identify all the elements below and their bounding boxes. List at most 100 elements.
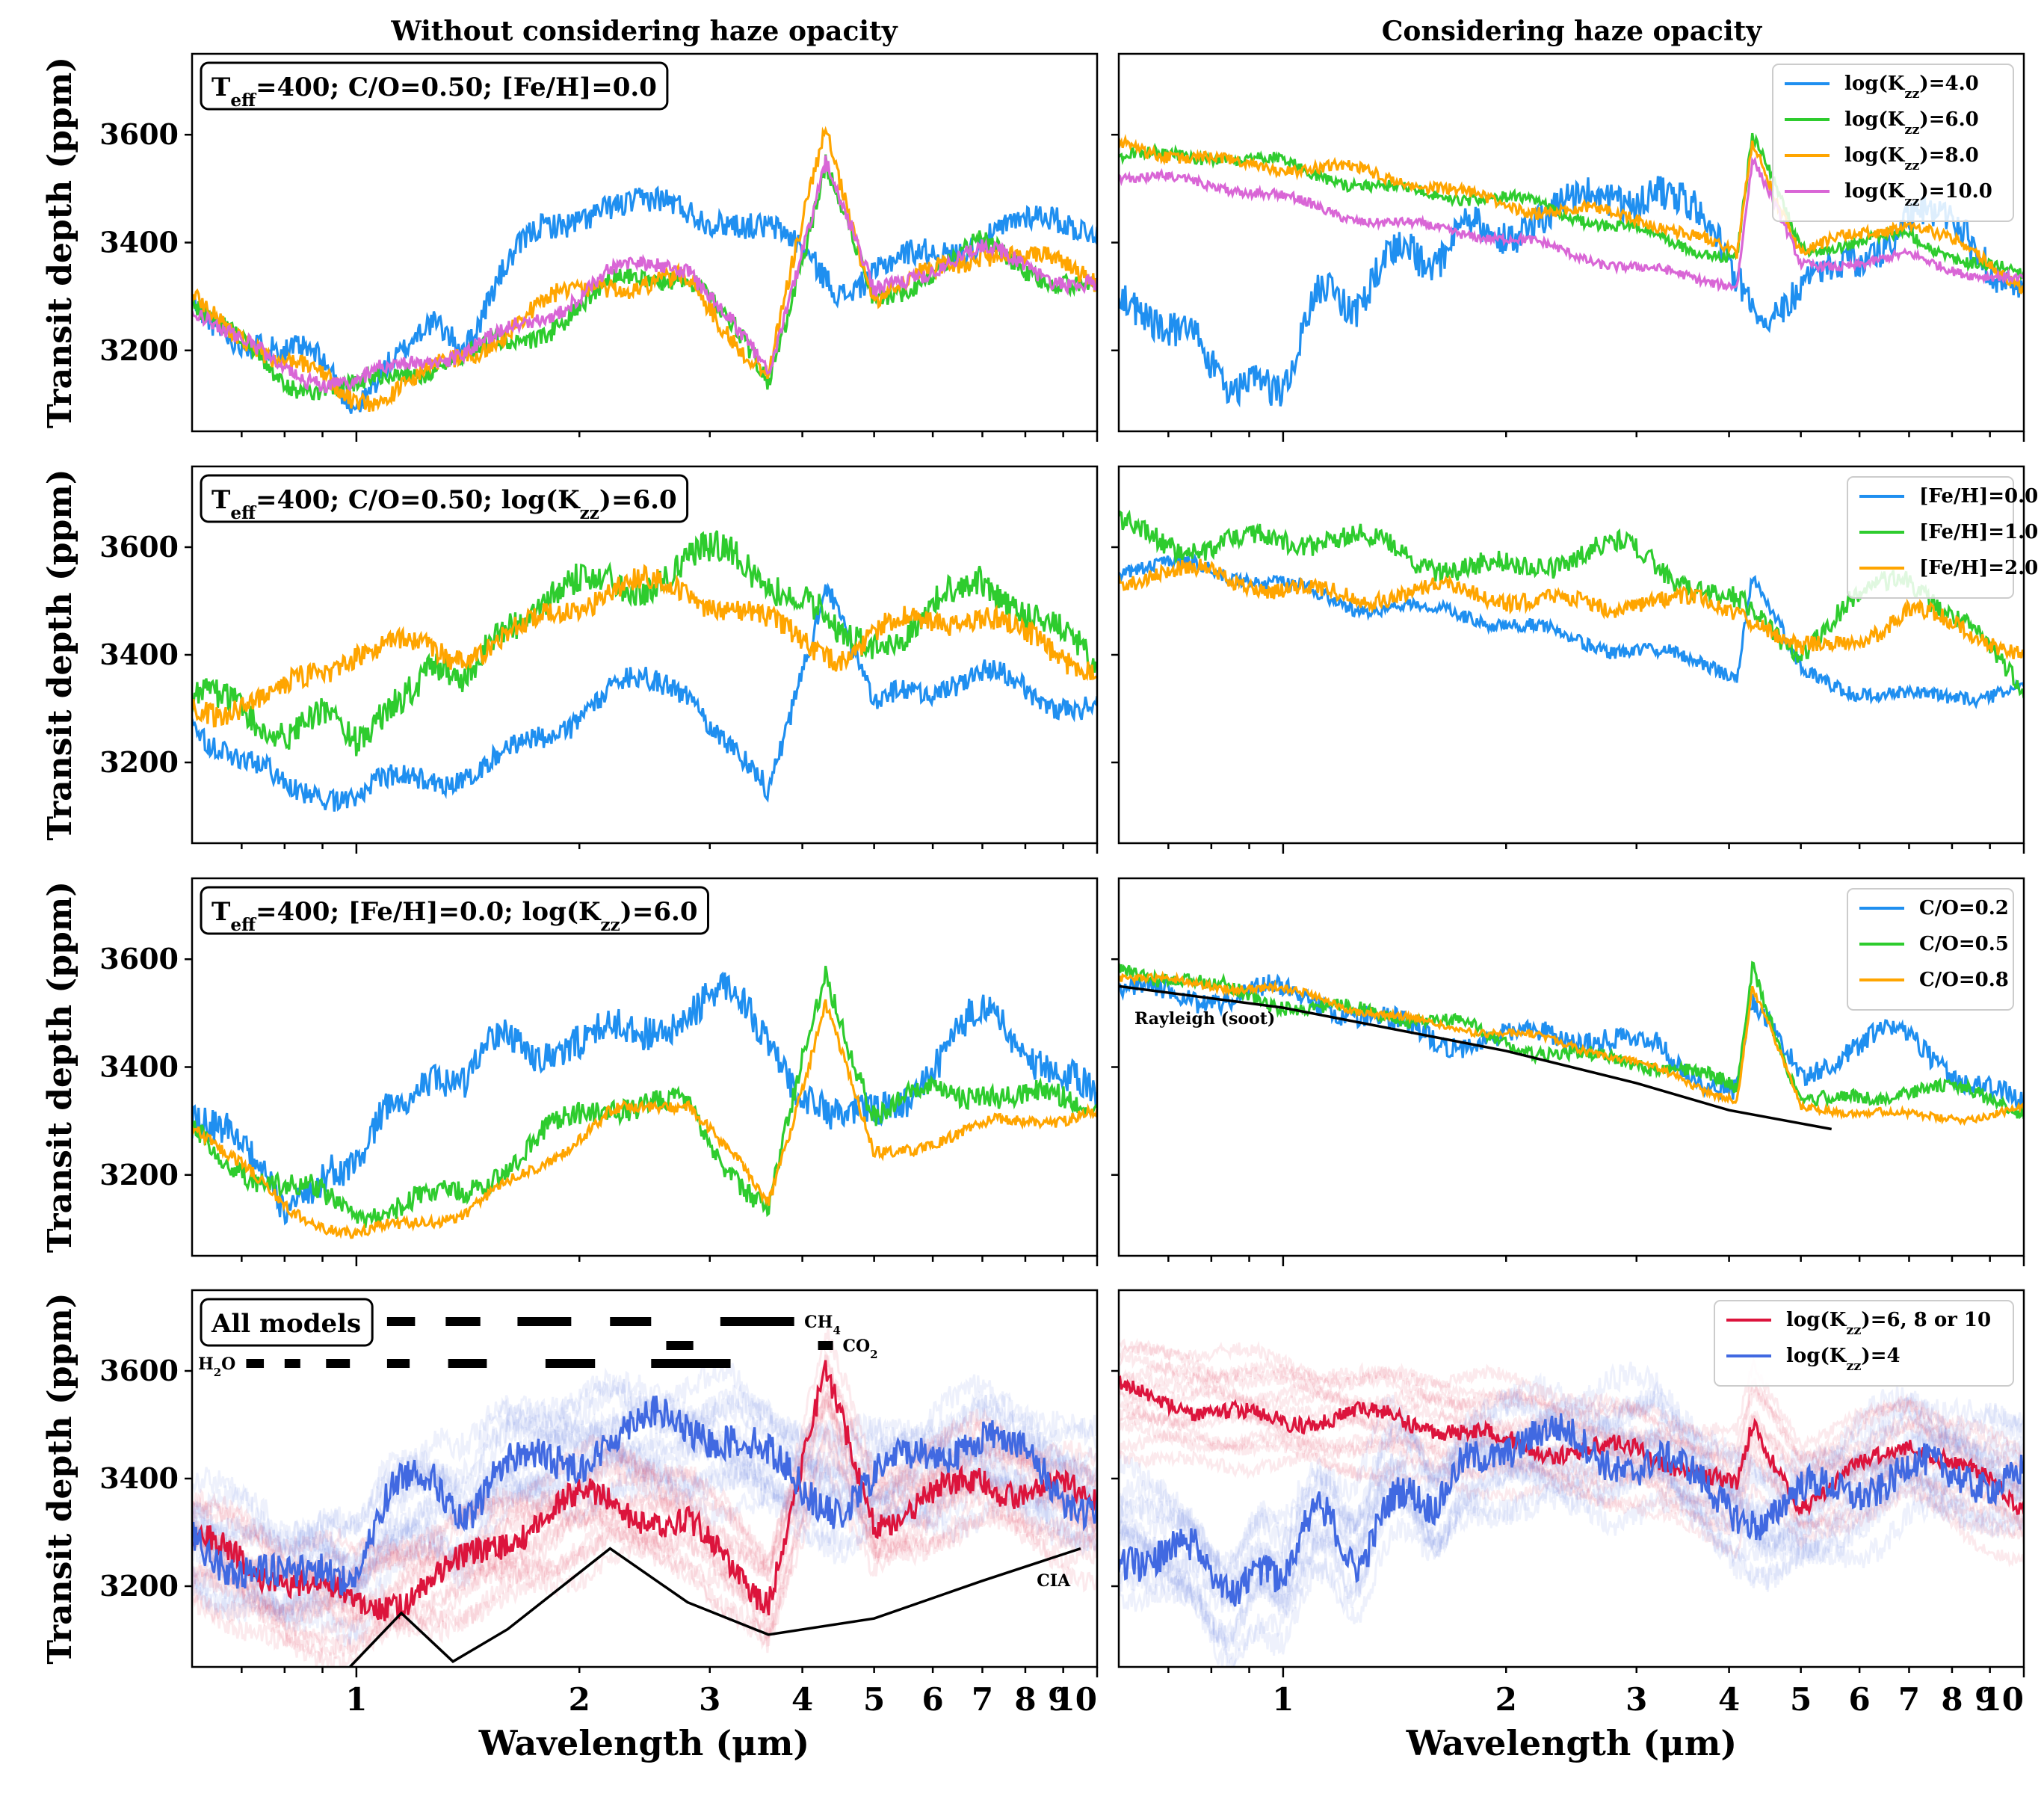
ensemble-line: [1119, 1340, 2024, 1467]
y-tick-label: 3400: [99, 1461, 179, 1495]
text-part: T: [211, 897, 230, 927]
text-part: =400; C/O=0.50; [Fe/H]=0.0: [256, 73, 657, 102]
plot-area: [1119, 1337, 2024, 1667]
ensemble-line: [1119, 1381, 2024, 1607]
parameter-box-text: Teff=400; C/O=0.50; [Fe/H]=0.0: [211, 73, 657, 111]
parameter-box-text: Teff=400; C/O=0.50; log(Kzz)=6.0: [211, 485, 677, 523]
x-tick-label: 9: [1048, 1681, 1069, 1718]
series-line-log-kzz-6-8-or-10: [1119, 1375, 2024, 1517]
ensemble-line: [192, 1328, 1097, 1570]
y-tick-label: 3600: [99, 530, 179, 564]
panel-row2-left: 3200 3400 3600 Transit depth (ppm) Teff=400;…: [41, 465, 1099, 854]
ensemble-line: [1119, 1427, 2024, 1644]
panel-row2-right: [Fe/H]=0.0 [Fe/H]=1.0 [Fe/H]=2.0: [1111, 465, 2038, 854]
parameter-box: [200, 1298, 374, 1347]
parameter-box-text: All models: [211, 1309, 361, 1339]
ensemble-line: [192, 1425, 1097, 1650]
legend-label: log(Kzz)=8.0: [1844, 144, 1979, 173]
series-line-log-kzz-4: [192, 1395, 1097, 1597]
text-part: =400; C/O=0.50; log(K: [256, 485, 581, 515]
ensemble-line: [192, 1455, 1097, 1667]
legend-label: [Fe/H]=0.0: [1919, 485, 2038, 508]
y-tick-label: 3600: [99, 117, 179, 151]
x-tick-label: 9: [1974, 1681, 1996, 1718]
subscript: zz: [1846, 1358, 1861, 1374]
series-line-log-kzz-8-0: [192, 126, 1097, 412]
x-tick-label: 6: [922, 1681, 944, 1718]
legend-label: C/O=0.5: [1919, 933, 2009, 955]
series-line--fe-h-2-0: [192, 564, 1097, 728]
y-tick-label: 3200: [99, 1569, 179, 1603]
legend-label: [Fe/H]=1.0: [1919, 521, 2038, 543]
text-part: )=6.0: [599, 485, 677, 515]
subscript: zz: [1904, 194, 1919, 209]
ensemble-line: [1119, 1372, 2024, 1580]
text-part: )=10.0: [1919, 180, 1992, 203]
series-line--fe-h-0-0: [192, 582, 1097, 812]
plot-area: [1119, 961, 2024, 1131]
panel-row3-left: 3200 3400 3600 Transit depth (ppm) Teff=400;…: [41, 877, 1099, 1266]
subscript: zz: [1846, 1322, 1861, 1338]
series-line-c-o-0-8: [1119, 970, 2024, 1126]
x-tick-label: 3: [1625, 1681, 1647, 1718]
parameter-box: [200, 61, 669, 111]
panel-row3-right: Rayleigh (soot) C/O=0.2 C/O=0.5 C/O=0.8: [1111, 877, 2025, 1266]
series-line--fe-h-0-0: [1119, 553, 2024, 709]
x-tick-label: 1: [1272, 1681, 1294, 1718]
subscript: 4: [833, 1324, 840, 1337]
subscript: zz: [601, 915, 620, 935]
y-axis-label: Transit depth (ppm): [41, 1292, 79, 1664]
series-line-log-kzz-10-0: [1119, 155, 2024, 292]
subscript: eff: [230, 503, 257, 523]
axes-frame: [191, 465, 1099, 845]
legend-label: log(Kzz)=6.0: [1844, 108, 1979, 138]
series-line-log-kzz-8-0: [1119, 133, 2024, 295]
column-title-right: Considering haze opacity: [1382, 16, 1762, 47]
legend-label: C/O=0.2: [1919, 897, 2009, 919]
ensemble-line: [1119, 1384, 2024, 1520]
ensemble-line: [192, 1431, 1097, 1655]
series-line--fe-h-2-0: [1119, 558, 2024, 660]
series-line-log-kzz-4-0: [192, 185, 1097, 414]
parameter-box: [200, 886, 709, 935]
subscript: 2: [870, 1348, 877, 1361]
series-line-log-kzz-4-0: [1119, 176, 2024, 408]
ensemble-line: [192, 1354, 1097, 1584]
ensemble-line: [192, 1469, 1097, 1645]
ensemble-line: [192, 1399, 1097, 1639]
text-part: )=6, 8 or 10: [1861, 1309, 1991, 1331]
x-tick-label: 6: [1849, 1681, 1871, 1718]
text-part: )=4: [1861, 1345, 1900, 1367]
ensemble-line: [192, 1420, 1097, 1663]
y-tick-label: 3400: [99, 1050, 179, 1084]
ensemble-line: [1119, 1348, 2024, 1474]
y-axis-label: Transit depth (ppm): [41, 469, 79, 840]
text-part: )=6.0: [620, 897, 698, 927]
series-line-c-o-0-5: [1119, 961, 2024, 1120]
y-axis-label: Transit depth (ppm): [41, 881, 79, 1253]
legend-label: log(Kzz)=4: [1786, 1345, 1901, 1374]
column-title-left: Without considering haze opacity: [390, 16, 898, 47]
plot-area: [192, 1328, 1097, 1667]
ensemble-line: [192, 1424, 1097, 1617]
series-line--fe-h-1-0: [192, 530, 1097, 756]
series-line-log-kzz-10-0: [192, 155, 1097, 393]
text-part: T: [211, 485, 230, 515]
x-tick-label: 2: [569, 1681, 590, 1718]
text-part: log(K: [1786, 1309, 1847, 1331]
parameter-box: [200, 474, 689, 523]
series-line-log-kzz-4: [1119, 1413, 2024, 1607]
plot-area: [192, 126, 1097, 414]
cia-label: CIA: [1037, 1571, 1071, 1591]
subscript: zz: [1904, 86, 1919, 102]
subscript: zz: [580, 503, 599, 523]
x-tick-label: 5: [863, 1681, 885, 1718]
x-axis-label-right: Wavelength (μm): [1406, 1723, 1737, 1763]
rayleigh-curve: [1119, 984, 1833, 1131]
ensemble-line: [1119, 1458, 2024, 1648]
parameter-box-text: Teff=400; [Fe/H]=0.0; log(Kzz)=6.0: [211, 897, 697, 935]
ch4-label: CH4: [804, 1313, 841, 1337]
